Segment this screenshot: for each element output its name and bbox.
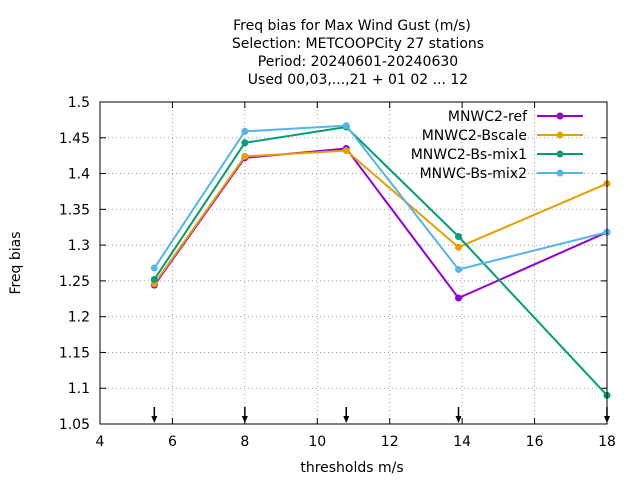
x-tick-label: 4 — [96, 434, 105, 450]
axis-ticks: 4 6 8 10 12 14 16 18 1.05 1.1 1.15 1.2 1.25 1.3 1.35 1.… — [59, 95, 616, 450]
x-tick-label: 6 — [168, 434, 177, 450]
threshold-arrows — [151, 407, 610, 423]
threshold-arrow-head — [241, 416, 248, 423]
grid — [100, 102, 607, 424]
legend-label: MNWC-Bs-mix2 — [420, 166, 527, 182]
data-point — [455, 243, 463, 251]
y-tick-label: 1.35 — [59, 202, 90, 218]
data-point — [241, 127, 249, 135]
title-line-1: Freq bias for Max Wind Gust (m/s) — [233, 18, 471, 34]
threshold-arrow-head — [455, 416, 462, 423]
x-tick-label: 8 — [240, 434, 249, 450]
data-point — [455, 265, 463, 273]
title-line-2: Selection: METCOOPCity 27 stations — [232, 36, 484, 52]
legend-swatch-marker — [556, 150, 564, 158]
y-tick-label: 1.5 — [68, 95, 90, 111]
x-tick-label: 18 — [598, 434, 616, 450]
x-axis-label: thresholds m/s — [300, 460, 403, 476]
y-tick-label: 1.1 — [68, 381, 90, 397]
data-point — [455, 294, 463, 302]
data-point — [455, 233, 463, 241]
y-tick-label: 1.2 — [68, 310, 90, 326]
legend-label: MNWC2-Bs-mix1 — [411, 147, 527, 163]
x-tick-label: 16 — [526, 434, 544, 450]
data-point — [241, 152, 249, 160]
data-point — [342, 122, 350, 130]
data-series — [150, 122, 611, 399]
title-line-4: Used 00,03,...,21 + 01 02 ... 12 — [248, 72, 468, 88]
data-point — [150, 264, 158, 272]
threshold-arrow-head — [343, 416, 350, 423]
y-tick-label: 1.45 — [59, 131, 90, 147]
legend-swatch-marker — [556, 131, 564, 139]
series-line-3 — [153, 124, 608, 271]
x-tick-label: 10 — [308, 434, 326, 450]
x-tick-label: 14 — [453, 434, 471, 450]
data-point — [342, 147, 350, 155]
data-point — [150, 275, 158, 283]
y-tick-label: 1.05 — [59, 417, 90, 433]
legend-swatch-marker — [556, 112, 564, 120]
legend-label: MNWC2-ref — [448, 109, 528, 125]
x-tick-label: 12 — [381, 434, 399, 450]
legend-swatch-marker — [556, 169, 564, 177]
title-line-3: Period: 20240601-20240630 — [258, 54, 458, 70]
legend-label: MNWC2-Bscale — [422, 128, 527, 144]
legend: MNWC2-ref MNWC2-Bscale MNWC2-Bs-mix1 MNWC-B… — [411, 109, 583, 182]
threshold-arrow-head — [151, 416, 158, 423]
y-tick-label: 1.25 — [59, 274, 90, 290]
data-point — [241, 139, 249, 147]
y-tick-label: 1.4 — [68, 167, 90, 183]
y-axis-label: Freq bias — [8, 231, 24, 294]
y-tick-label: 1.3 — [68, 238, 90, 254]
y-tick-label: 1.15 — [59, 345, 90, 361]
chart-title: Freq bias for Max Wind Gust (m/s) Select… — [232, 18, 484, 88]
plot-border — [99, 101, 608, 425]
